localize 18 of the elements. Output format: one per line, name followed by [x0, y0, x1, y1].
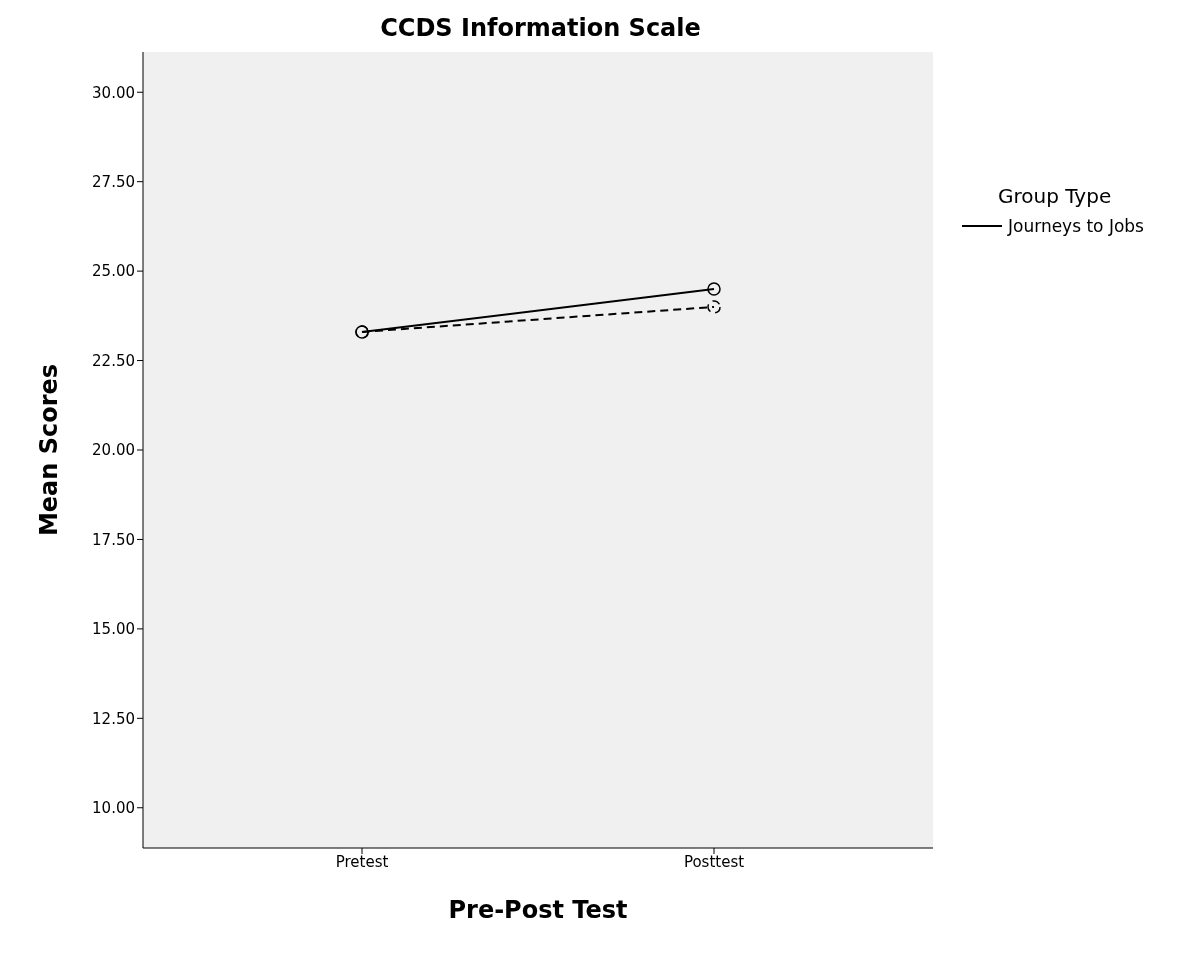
x-axis-title: Pre-Post Test	[448, 896, 628, 924]
x-tick-label: Pretest	[335, 852, 389, 871]
point	[707, 282, 721, 296]
point	[707, 300, 721, 314]
y-tick-label: 27.50	[92, 173, 135, 192]
y-tick-label: 17.50	[92, 530, 135, 549]
legend-title: Group Type	[998, 184, 1113, 208]
y-tick-label: 30.00	[92, 83, 135, 102]
y-tick-label: 12.50	[92, 709, 135, 728]
y-axis-title: Mean Scores	[34, 363, 63, 537]
x-tick-label: Posttest	[683, 852, 745, 871]
y-tick-label: 22.50	[92, 351, 135, 370]
y-tick-label: 10.00	[92, 799, 135, 818]
legend-label: Journeys to Jobs	[1008, 216, 1144, 236]
chart-title: CCDS Information Scale	[379, 14, 702, 42]
y-tick-label: 25.00	[92, 262, 135, 281]
y-tick-label: 15.00	[92, 620, 135, 639]
y-tick-label: 20.00	[92, 441, 135, 460]
